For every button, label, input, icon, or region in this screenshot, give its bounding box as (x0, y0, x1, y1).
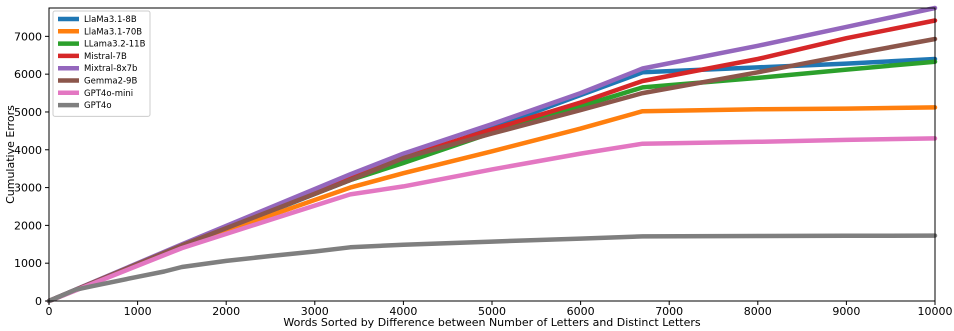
series-line-6 (46, 136, 938, 304)
y-tick-label: 2000 (14, 219, 42, 232)
legend: LlaMa3.1-8B LlaMa3.1-70B LLama3.2-11B Mistr… (52, 10, 151, 117)
x-axis-label: Words Sorted by Difference between Numbe… (283, 316, 700, 329)
legend-label-1: LlaMa3.1-70B (84, 27, 142, 37)
series-line-1 (46, 105, 938, 304)
x-tick-label: 0 (46, 305, 53, 318)
legend-label-7: GPT4o (84, 101, 112, 111)
legend-box (52, 10, 151, 117)
x-tick-label: 2000 (212, 305, 240, 318)
legend-label-3: Mistral-7B (84, 52, 127, 62)
plot-frame (48, 7, 936, 302)
y-tick-label: 4000 (14, 144, 42, 157)
y-tick-label: 3000 (14, 182, 42, 195)
y-axis-label: Cumulative Errors (4, 105, 17, 204)
x-tick-label: 7000 (655, 305, 683, 318)
series-line-7 (46, 233, 938, 304)
x-tick-label: 5000 (478, 305, 506, 318)
legend-label-5: Gemma2-9B (84, 77, 137, 87)
legend-label-2: LLama3.2-11B (84, 40, 146, 50)
y-tick-label: 7000 (14, 30, 42, 43)
y-tick-label: 1000 (14, 257, 42, 270)
series-line-4 (46, 5, 938, 304)
legend-label-4: Mixtral-8x7b (84, 64, 137, 74)
x-tick-label: 6000 (567, 305, 595, 318)
x-tick-label: 3000 (301, 305, 329, 318)
x-tick-label: 1000 (124, 305, 152, 318)
x-tick-label: 8000 (744, 305, 772, 318)
x-axis: 0 1000 2000 3000 4000 5000 6000 7000 8000 9000 100… (46, 301, 953, 318)
legend-label-0: LlaMa3.1-8B (84, 15, 137, 25)
y-tick-label: 5000 (14, 106, 42, 119)
series-line-0 (46, 56, 938, 304)
y-tick-label: 6000 (14, 68, 42, 81)
x-tick-label: 9000 (832, 305, 860, 318)
y-tick-label: 0 (35, 295, 42, 308)
y-axis: 0 1000 2000 3000 4000 5000 6000 7000 (14, 30, 49, 308)
x-tick-label: 10000 (918, 305, 953, 318)
x-tick-label: 4000 (389, 305, 417, 318)
legend-label-6: GPT4o-mini (84, 89, 133, 99)
series-layer (46, 5, 938, 304)
series-line-5 (46, 36, 938, 304)
